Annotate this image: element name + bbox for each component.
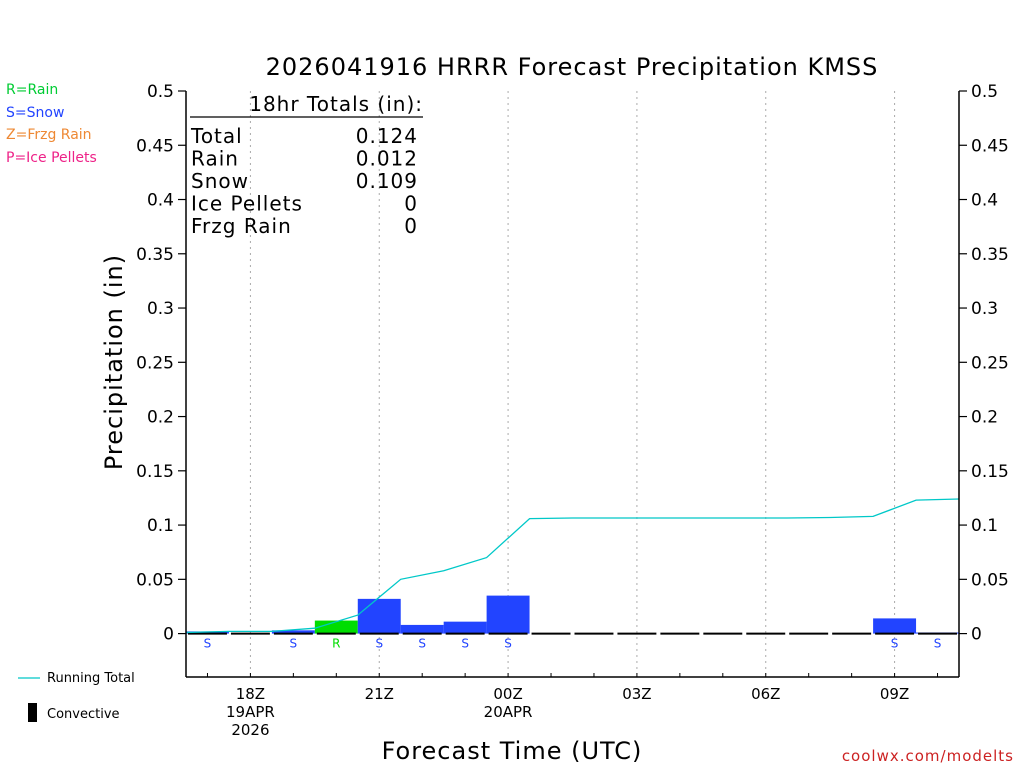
precip-bar <box>271 630 315 634</box>
y-tick-label-right: 0.45 <box>971 136 1009 156</box>
y-tick-label-right: 0.25 <box>971 353 1009 373</box>
precip-bar <box>443 621 487 634</box>
totals-row-label: Rain <box>191 147 239 171</box>
y-tick-label-left: 0.2 <box>147 408 174 428</box>
precip-type-label: S <box>375 637 383 651</box>
y-tick-label-right: 0.5 <box>971 82 998 102</box>
precip-type-label: S <box>504 637 512 651</box>
x-tick-label: 06Z <box>751 685 780 703</box>
convective-legend-label: Convective <box>47 707 120 722</box>
running-total-line <box>185 498 960 634</box>
precip-bar <box>873 618 917 634</box>
site-credit: coolwx.com/modelts <box>842 747 1014 765</box>
totals-box: 18hr Totals (in): Total 0.124 Rain 0.012 Sno… <box>190 92 423 238</box>
totals-row-label: Frzg Rain <box>191 214 292 238</box>
y-axis-label: Precipitation (in) <box>100 254 128 470</box>
y-tick-label-right: 0 <box>971 625 982 645</box>
x-tick-label: 03Z <box>622 685 651 703</box>
x-tick-label: 09Z <box>880 685 909 703</box>
x-tick-label: 2026 <box>231 721 269 739</box>
x-tick-label: 19APR <box>226 703 275 721</box>
legend-ice-pellets: P=Ice Pellets <box>6 150 97 166</box>
precip-type-label: S <box>891 637 899 651</box>
legend-snow: S=Snow <box>6 105 65 121</box>
y-tick-label-right: 0.35 <box>971 245 1009 265</box>
x-tick-label: 20APR <box>484 703 533 721</box>
chart-title: 2026041916 HRRR Forecast Precipitation K… <box>266 53 879 81</box>
axes-layer <box>185 91 960 678</box>
y-tick-label-right: 0.05 <box>971 570 1009 590</box>
precip-type-label: S <box>290 637 298 651</box>
totals-row-value: 0.109 <box>356 169 418 193</box>
y-tick-label-right: 0.1 <box>971 516 998 536</box>
ticks-layer: 0 00.05 0.050.1 0.10.15 0.150.2 0.20.25 0.250.… <box>136 82 1009 739</box>
x-tick-label: 00Z <box>493 685 522 703</box>
precip-bar <box>486 595 530 634</box>
precip-bar <box>314 620 358 634</box>
precip-type-label: S <box>461 637 469 651</box>
y-tick-label-right: 0.2 <box>971 408 998 428</box>
legend-frzg-rain: Z=Frzg Rain <box>6 127 92 143</box>
y-tick-label-left: 0.4 <box>147 191 174 211</box>
x-tick-label: 21Z <box>365 685 394 703</box>
y-tick-label-right: 0.4 <box>971 191 998 211</box>
convective-legend: Convective <box>28 703 120 722</box>
running-total-layer <box>185 498 960 634</box>
y-tick-label-right: 0.3 <box>971 299 998 319</box>
precip-type-label: S <box>418 637 426 651</box>
precip-type-label: S <box>934 637 942 651</box>
precip-type-label: S <box>204 637 212 651</box>
x-axis-label: Forecast Time (UTC) <box>382 737 643 765</box>
y-tick-label-left: 0.35 <box>136 245 174 265</box>
running-total-legend-label: Running Total <box>47 671 135 686</box>
totals-row-value: 0 <box>404 192 418 216</box>
totals-row-value: 0 <box>404 214 418 238</box>
totals-row-label: Total <box>190 124 243 148</box>
totals-row-label: Snow <box>191 169 249 193</box>
totals-row-value: 0.124 <box>356 124 418 148</box>
totals-rows: Total 0.124 Rain 0.012 Snow 0.109 Ice Pellets 0… <box>190 124 418 238</box>
precip-bar <box>357 598 401 634</box>
y-tick-label-right: 0.15 <box>971 462 1009 482</box>
y-tick-label-left: 0.05 <box>136 570 174 590</box>
precip-type-label: R <box>332 637 340 651</box>
totals-row-value: 0.012 <box>356 147 418 171</box>
y-tick-label-left: 0 <box>163 625 174 645</box>
y-tick-label-left: 0.45 <box>136 136 174 156</box>
totals-title: 18hr Totals (in): <box>249 92 423 116</box>
y-tick-label-left: 0.15 <box>136 462 174 482</box>
y-tick-label-left: 0.25 <box>136 353 174 373</box>
running-total-legend: Running Total <box>18 671 135 686</box>
y-tick-label-left: 0.5 <box>147 82 174 102</box>
y-tick-label-left: 0.3 <box>147 299 174 319</box>
grid-layer <box>249 91 896 677</box>
x-tick-label: 18Z <box>236 685 265 703</box>
convective-swatch <box>28 703 37 722</box>
legend-rain: R=Rain <box>6 82 59 98</box>
totals-row-label: Ice Pellets <box>191 192 303 216</box>
precip-bar <box>400 624 444 634</box>
y-tick-label-left: 0.1 <box>147 516 174 536</box>
